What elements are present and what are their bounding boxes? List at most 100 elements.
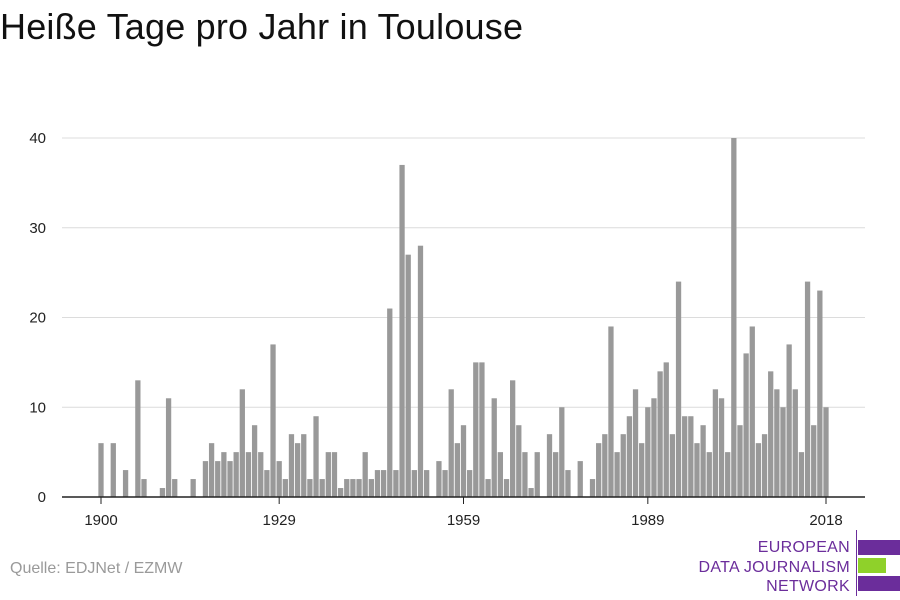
bar: [817, 290, 823, 497]
bar: [528, 488, 534, 497]
logo-bar-middle: [858, 558, 886, 573]
x-tick-label: 1989: [631, 512, 664, 529]
bar: [651, 398, 657, 497]
bar: [614, 452, 620, 497]
bar: [467, 470, 473, 497]
bar: [792, 389, 798, 497]
bar: [645, 407, 651, 497]
y-tick-label: 0: [38, 489, 46, 506]
logo-line-2: DATA JOURNALISM: [698, 559, 850, 576]
bar: [202, 461, 209, 497]
bar: [743, 353, 749, 497]
bar: [331, 452, 338, 497]
bar: [313, 416, 319, 497]
bar: [399, 164, 405, 498]
x-tick-label: 1900: [84, 512, 117, 529]
bar: [546, 434, 553, 497]
bar: [325, 452, 331, 497]
bar: [675, 281, 682, 497]
y-tick-label: 40: [29, 130, 46, 147]
y-tick-label: 20: [29, 310, 46, 327]
bar: [245, 452, 252, 497]
edjnet-logo[interactable]: EUROPEAN DATA JOURNALISM NETWORK: [698, 530, 900, 600]
bar: [700, 425, 706, 497]
bar: [731, 138, 737, 497]
bar: [294, 443, 301, 497]
bar: [288, 434, 295, 497]
bar: [565, 470, 571, 497]
bar: [227, 461, 233, 497]
bar: [761, 434, 768, 497]
bar: [522, 452, 528, 497]
grid-lines: [62, 137, 865, 408]
bar: [356, 479, 362, 497]
logo-bar-bottom: [858, 576, 900, 591]
y-tick-label: 30: [29, 220, 46, 237]
bar: [491, 398, 497, 497]
bar: [780, 407, 786, 497]
bars: [98, 138, 829, 498]
bar: [258, 452, 264, 497]
bar: [270, 344, 276, 497]
bar: [276, 461, 282, 497]
x-tick-label: 1959: [447, 512, 480, 529]
bar: [620, 434, 626, 497]
bar: [411, 470, 417, 497]
bar: [387, 308, 393, 497]
bar: [393, 470, 399, 497]
bar: [141, 479, 147, 497]
bar: [589, 479, 596, 497]
bar: [417, 245, 424, 497]
bar: [350, 479, 356, 497]
bar: [165, 398, 172, 497]
bar: [319, 479, 325, 497]
bar: [436, 461, 442, 497]
bar: [172, 479, 178, 497]
bar: [553, 452, 559, 497]
bar: [307, 479, 313, 497]
bar: [682, 416, 688, 497]
bar: [663, 362, 669, 497]
bar: [135, 380, 141, 497]
bar: [98, 443, 104, 497]
bar: [208, 443, 215, 497]
bar: [804, 281, 811, 497]
bar: [657, 371, 663, 497]
bar: [282, 479, 288, 497]
logo-bar-top: [858, 540, 900, 555]
bar: [264, 470, 270, 497]
bar: [688, 416, 694, 497]
bar: [669, 434, 676, 497]
bar: [301, 434, 307, 497]
bar: [448, 389, 454, 497]
bar: [510, 380, 516, 497]
bar: [712, 389, 719, 497]
bar: [706, 452, 712, 497]
bar: [632, 389, 639, 497]
bar: [460, 425, 467, 497]
bar: [639, 443, 645, 497]
bar: [694, 443, 700, 497]
bar: [473, 362, 479, 497]
bar: [774, 389, 780, 497]
bar: [374, 470, 381, 497]
x-axis-ticks: 1900 1929 1959 1989 2018: [84, 497, 843, 529]
bar: [516, 425, 522, 497]
x-tick-label: 1929: [262, 512, 295, 529]
bar: [362, 452, 368, 497]
logo-line-3: NETWORK: [766, 578, 850, 595]
bar: [190, 479, 196, 497]
bar: [405, 254, 411, 497]
bar: [559, 407, 565, 497]
source-note: Quelle: EDJNet / EZMW: [10, 560, 183, 577]
bar: [725, 452, 731, 497]
bar: [251, 425, 258, 497]
bar: [239, 389, 245, 497]
logo-line-1: EUROPEAN: [757, 539, 850, 556]
bar: [768, 371, 774, 497]
bar: [423, 470, 430, 497]
bar: [454, 443, 460, 497]
bar: [485, 479, 491, 497]
bar: [749, 326, 755, 497]
